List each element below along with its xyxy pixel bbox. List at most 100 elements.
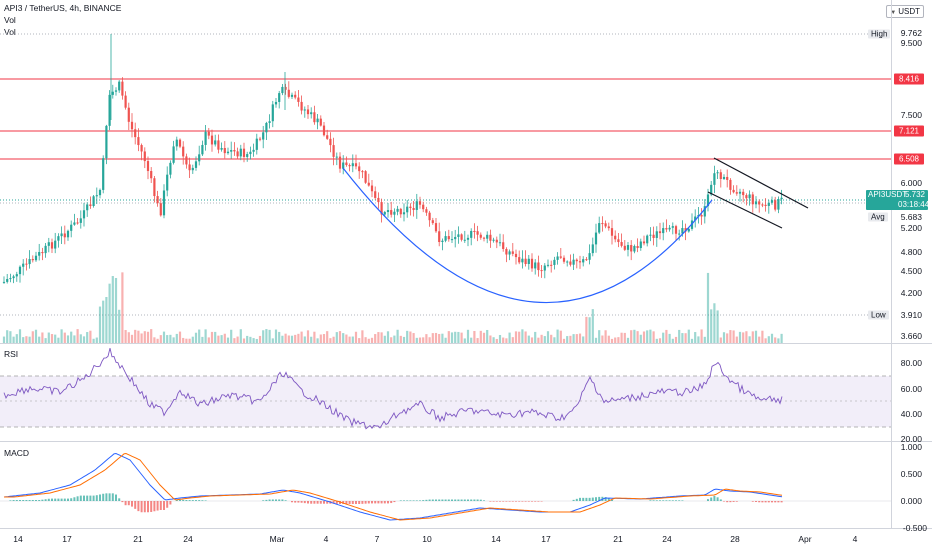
candle-body (140, 145, 143, 152)
candle-body (482, 237, 486, 239)
macd-histogram-bar (76, 496, 79, 501)
candle-body (252, 149, 255, 152)
candle-body (214, 140, 217, 145)
macd-histogram-bar (150, 501, 153, 512)
macd-histogram-bar (51, 498, 53, 501)
candle-body (361, 171, 364, 173)
macd-histogram-bar (678, 500, 681, 501)
macd-histogram-bar (767, 501, 770, 503)
macd-histogram-bar (63, 498, 66, 501)
macd-histogram-bar (521, 501, 524, 502)
volume-bar (73, 335, 76, 343)
volume-bar (754, 330, 758, 343)
candle-body (738, 191, 742, 194)
volume-bar (377, 332, 380, 343)
candle-body (511, 251, 514, 254)
avg-label: Avg (868, 212, 888, 222)
macd-histogram-bar (755, 501, 757, 502)
macd-histogram-bar (467, 499, 469, 501)
candle-body (220, 148, 223, 150)
currency-selector[interactable]: ▼ USDT (886, 5, 924, 18)
macd-histogram-bar (358, 501, 361, 504)
candle-body (230, 150, 233, 152)
candle-body (380, 202, 383, 215)
macd-histogram-bar (441, 499, 444, 501)
candle-body (198, 154, 201, 162)
macd-histogram-bar (383, 501, 386, 504)
candle-body (114, 90, 118, 92)
candle-body (722, 176, 726, 180)
macd-histogram-bar (534, 501, 537, 502)
volume-bar (274, 329, 278, 343)
candle-body (338, 156, 342, 169)
candle-body (460, 234, 463, 240)
macd-histogram-bar (387, 501, 389, 504)
candle-body (390, 210, 393, 215)
macd-histogram-bar (428, 499, 431, 501)
volume-bar (34, 329, 38, 343)
volume-bar (242, 338, 246, 343)
volume-bar (146, 331, 150, 343)
volume-bar (402, 336, 406, 343)
candle-body (559, 256, 562, 258)
volume-bar (6, 330, 9, 343)
volume-bar (287, 335, 290, 343)
candle-body (169, 162, 172, 175)
volume-bar (470, 337, 473, 343)
candle-body (82, 210, 86, 219)
price-axis-border (891, 0, 892, 528)
high-value: 9.762 (900, 28, 922, 38)
pane-separator[interactable] (0, 441, 932, 442)
time-tick: 14 (13, 534, 23, 544)
volume-bar (646, 330, 649, 343)
candle-body (655, 231, 658, 238)
candle-body (665, 228, 668, 230)
volume-bar (63, 332, 66, 343)
candle-body (322, 125, 326, 136)
macd-histogram-bar (415, 500, 418, 501)
volume-bar (316, 338, 319, 343)
macd-histogram-bar (89, 495, 92, 501)
rsi-title: RSI (4, 349, 19, 359)
volume-bar (194, 332, 198, 343)
volume-bar (649, 329, 652, 343)
macd-histogram-bar (12, 500, 15, 501)
macd-histogram-bar (316, 501, 319, 504)
volume-bar (502, 337, 505, 343)
volume-bar (767, 336, 770, 343)
volume-bar (710, 309, 713, 343)
volume-bar (690, 338, 694, 343)
macd-histogram-bar (393, 501, 396, 503)
candle-body (498, 242, 502, 244)
candle-body (242, 148, 246, 157)
macd-histogram-bar (390, 501, 393, 504)
candle-body (636, 245, 639, 249)
low-label: Low (868, 310, 889, 320)
volume-bar (566, 336, 569, 343)
candle-body (108, 94, 111, 126)
volume-bar (335, 332, 338, 343)
volume-bar (505, 338, 508, 343)
candle-body (162, 190, 166, 216)
volume-bar (617, 337, 620, 343)
volume-bar (764, 338, 767, 343)
volume-bar (716, 310, 719, 343)
volume-bar (31, 331, 34, 343)
candle-body (217, 140, 220, 150)
candle-body (63, 233, 66, 238)
macd-histogram-bar (732, 501, 735, 502)
pane-separator[interactable] (0, 343, 932, 344)
time-tick: 4 (323, 534, 329, 544)
volume-bar (303, 336, 306, 343)
resistance-tag: 6.508 (894, 153, 924, 165)
macd-histogram-bar (9, 500, 12, 501)
resistance-tag: 7.121 (894, 125, 924, 137)
candle-body (770, 200, 774, 203)
volume-bar (431, 333, 434, 343)
flag-lower-line (707, 191, 783, 229)
price-tick: 4.200 (900, 288, 922, 298)
candle-body (57, 236, 60, 241)
volume-bar (457, 331, 460, 343)
macd-histogram-bar (307, 501, 309, 504)
